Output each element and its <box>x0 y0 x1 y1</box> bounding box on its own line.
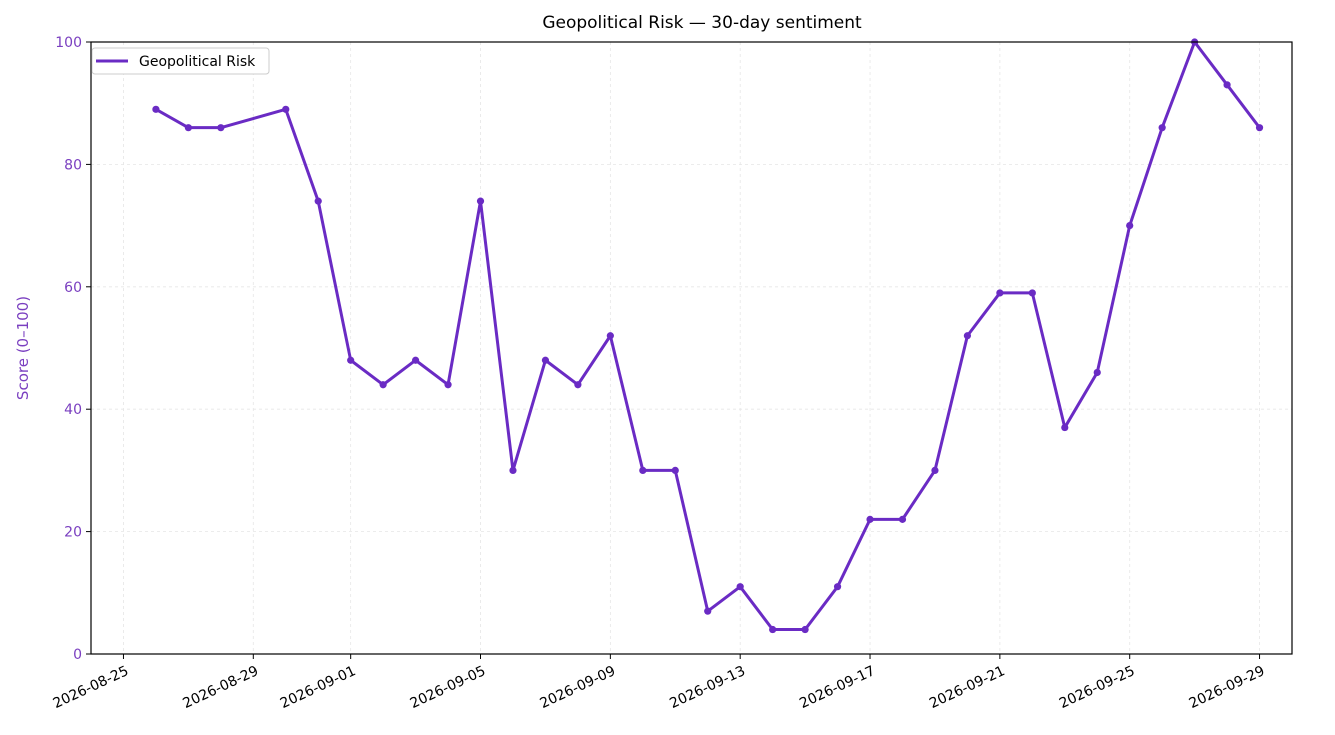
data-point <box>639 466 647 474</box>
data-point <box>476 197 485 205</box>
data-point <box>1061 423 1069 432</box>
data-point <box>444 381 452 389</box>
data-point <box>411 356 420 364</box>
data-point <box>347 356 355 364</box>
data-point <box>769 625 777 634</box>
data-point <box>801 625 809 634</box>
data-point <box>833 583 842 591</box>
y-tick-label: 80 <box>64 157 82 173</box>
data-point <box>671 466 679 474</box>
y-tick-label: 40 <box>64 402 82 418</box>
data-point <box>606 332 614 340</box>
legend: Geopolitical Risk <box>91 47 270 75</box>
data-point <box>1255 124 1264 132</box>
data-point <box>574 381 582 389</box>
data-point <box>282 105 290 113</box>
data-point <box>541 356 550 364</box>
legend-label: Geopolitical Risk <box>139 54 256 70</box>
data-point <box>1028 289 1036 297</box>
data-point <box>1158 124 1166 132</box>
data-point <box>963 332 972 340</box>
data-point <box>996 289 1004 297</box>
data-point <box>314 197 322 205</box>
data-point <box>379 381 387 389</box>
data-point <box>736 583 744 591</box>
data-point <box>152 105 160 113</box>
data-point <box>1093 368 1101 377</box>
y-tick-label: 0 <box>73 647 82 663</box>
data-point <box>898 515 907 523</box>
data-point <box>704 607 712 615</box>
data-point <box>1223 81 1231 89</box>
data-point <box>184 124 192 132</box>
y-tick-label: 20 <box>64 525 82 541</box>
y-tick-label: 60 <box>64 280 82 296</box>
legend-box <box>91 47 270 75</box>
series-layer <box>152 38 1264 634</box>
y-axis-label: Score (0–100) <box>14 296 32 400</box>
data-point <box>931 466 939 474</box>
plot-frame <box>90 41 1293 655</box>
y-tick-label: 100 <box>55 35 82 51</box>
data-point <box>509 466 517 474</box>
data-point <box>1126 222 1134 230</box>
y-axis: 0 20 40 60 80 100 <box>55 35 91 663</box>
data-point <box>866 515 874 523</box>
data-point <box>217 124 225 132</box>
grid <box>91 41 1292 655</box>
chart-title: Geopolitical Risk — 30-day sentiment <box>542 13 862 33</box>
series-line <box>154 40 1262 632</box>
